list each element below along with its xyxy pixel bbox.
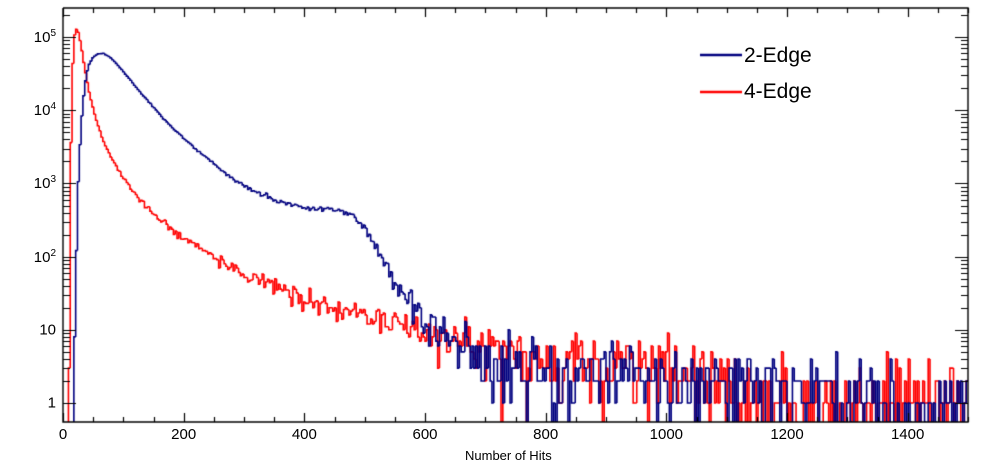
x-tick-label: 600 [412,426,438,443]
x-axis-title: Number of Hits [465,448,552,463]
y-tick-label: 102 [8,248,56,266]
x-tick-label: 800 [533,426,559,443]
y-tick-mantissa: 10 [39,321,56,339]
y-tick-label: 105 [8,28,56,46]
y-tick-mantissa: 10 [33,175,51,193]
y-tick-label: 104 [8,101,56,119]
x-tick-label: 1000 [649,426,684,443]
y-tick-mantissa: 10 [33,102,51,120]
x-tick-label: 0 [58,426,68,443]
y-tick-exponent: 2 [50,247,56,259]
y-tick-label: 1 [8,395,56,412]
x-tick-label: 400 [291,426,317,443]
legend-label-2-edge: 2-Edge [744,44,812,67]
legend-label-4-edge: 4-Edge [744,80,812,103]
x-tick-label: 200 [171,426,197,443]
y-tick-exponent: 4 [50,101,56,113]
y-tick-exponent: 3 [50,174,56,186]
y-tick-label: 103 [8,174,56,192]
y-tick-exponent: 5 [50,28,56,40]
x-tick-label: 1400 [890,426,925,443]
x-tick-label: 1200 [770,426,804,443]
y-tick-mantissa: 10 [33,29,51,47]
y-tick-label: 10 [8,321,56,338]
y-tick-mantissa: 1 [47,394,56,412]
y-tick-mantissa: 10 [33,248,51,266]
